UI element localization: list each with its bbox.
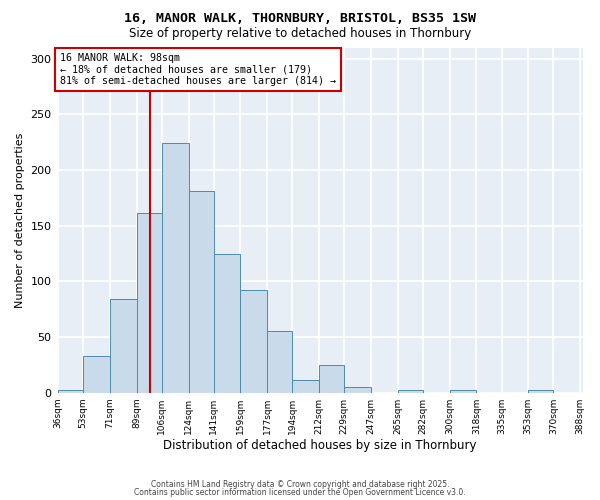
- X-axis label: Distribution of detached houses by size in Thornbury: Distribution of detached houses by size …: [163, 440, 476, 452]
- Bar: [58, 390, 83, 392]
- Bar: [137, 214, 162, 392]
- Bar: [344, 387, 371, 392]
- Bar: [319, 365, 344, 392]
- Bar: [528, 390, 553, 392]
- Text: 16, MANOR WALK, THORNBURY, BRISTOL, BS35 1SW: 16, MANOR WALK, THORNBURY, BRISTOL, BS35…: [124, 12, 476, 26]
- Bar: [241, 290, 267, 392]
- Bar: [214, 254, 241, 392]
- Text: 16 MANOR WALK: 98sqm
← 18% of detached houses are smaller (179)
81% of semi-deta: 16 MANOR WALK: 98sqm ← 18% of detached h…: [59, 53, 335, 86]
- Bar: [162, 144, 188, 392]
- Y-axis label: Number of detached properties: Number of detached properties: [15, 132, 25, 308]
- Text: Contains HM Land Registry data © Crown copyright and database right 2025.: Contains HM Land Registry data © Crown c…: [151, 480, 449, 489]
- Bar: [449, 390, 476, 392]
- Bar: [267, 332, 292, 392]
- Bar: [188, 191, 214, 392]
- Bar: [83, 356, 110, 393]
- Bar: [110, 299, 137, 392]
- Text: Contains public sector information licensed under the Open Government Licence v3: Contains public sector information licen…: [134, 488, 466, 497]
- Text: Size of property relative to detached houses in Thornbury: Size of property relative to detached ho…: [129, 28, 471, 40]
- Bar: [292, 380, 319, 392]
- Bar: [398, 390, 423, 392]
